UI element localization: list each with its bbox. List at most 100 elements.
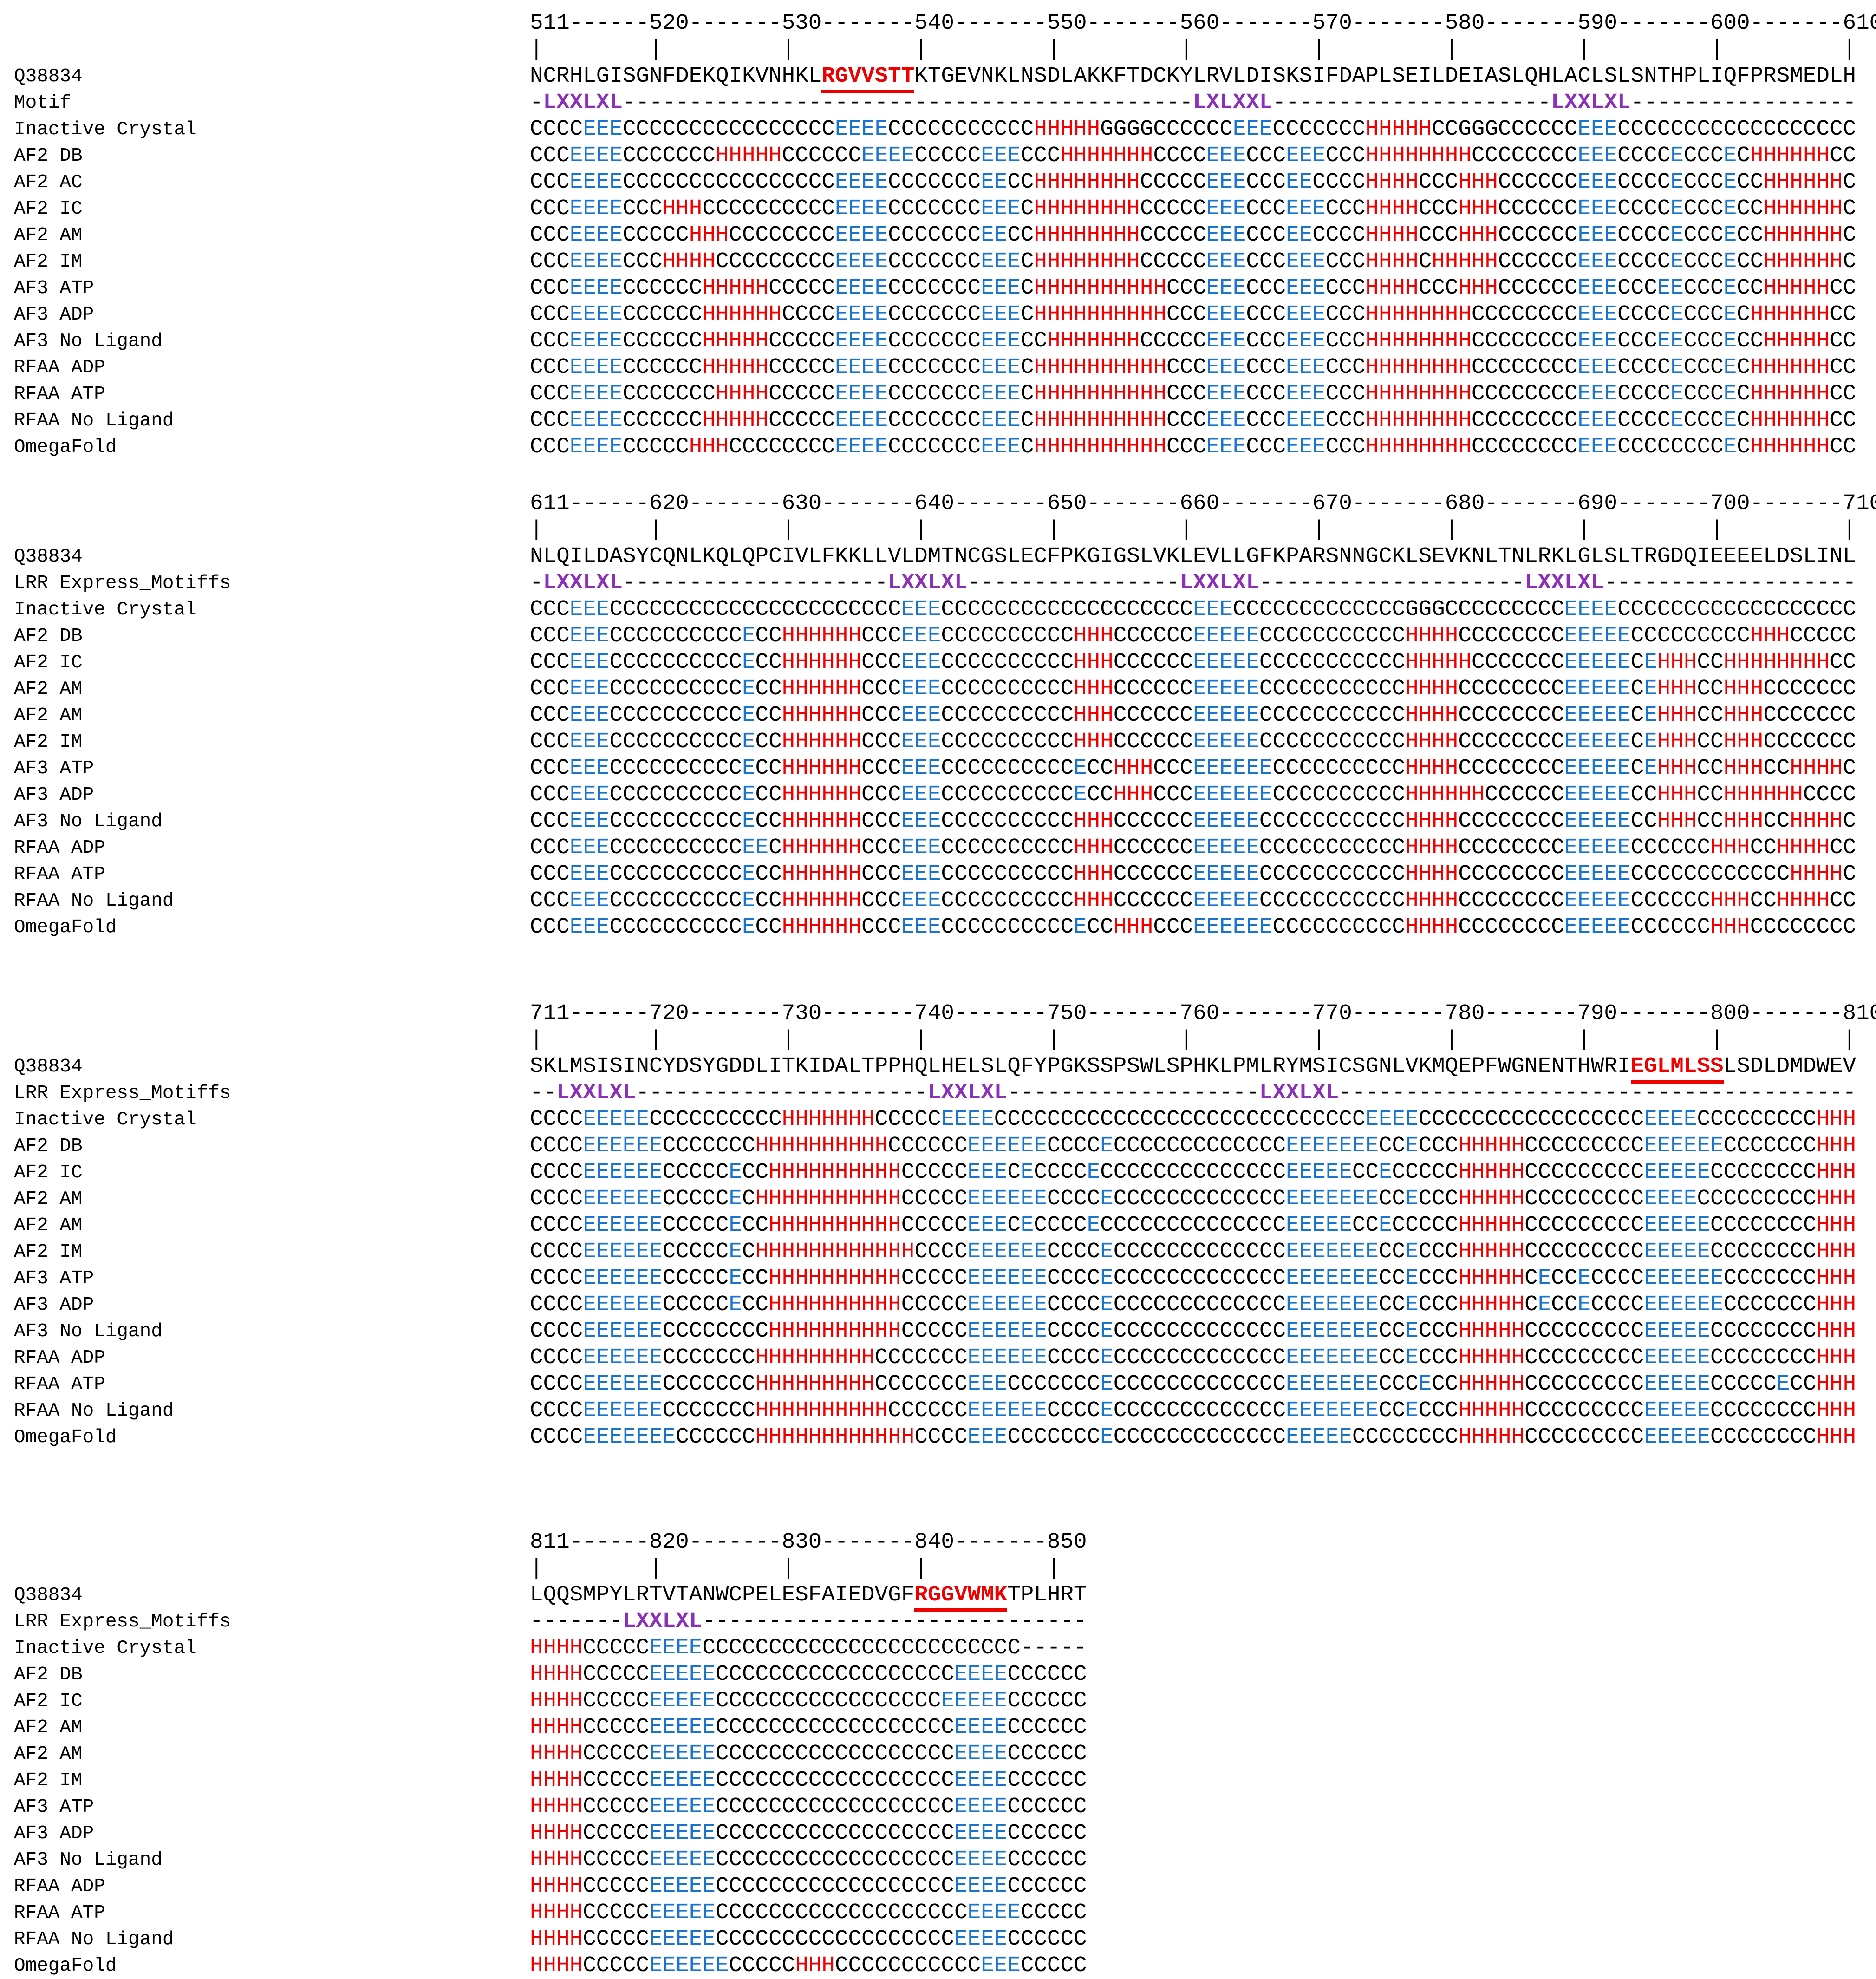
alignment-row: OmegaFold CCCEEECCCCCCCCCCECCHHHHHHCCCEEE… xyxy=(0,914,1876,941)
row-label: RFAA No Ligand xyxy=(14,890,174,912)
alignment-row: AF2 DB CCCEEECCCCCCCCCCECCHHHHHHCCCEEECCC… xyxy=(0,623,1876,649)
secondary-structure-row: HHHHCCCCCEEEEECCCCCCCCCCCCCCCCCCCEEEECCC… xyxy=(530,1900,1087,1925)
row-label: OmegaFold xyxy=(14,1955,117,1977)
secondary-structure-row: CCCEEEECCCHHHHCCCCCCCCCEEEECCCCCCCEEECHH… xyxy=(530,249,1856,274)
secondary-structure-row: HHHHCCCCCEEEEECCCCCCCCCCCCCCCCCCEEEECCCC… xyxy=(530,1847,1087,1872)
secondary-structure-row: CCCCEEEEEECCCCCCCHHHHHHHHHCCCCCCCEEECCCC… xyxy=(530,1372,1856,1397)
ruler-row: 711------720-------730-------740-------7… xyxy=(530,1001,1876,1026)
alignment-block-611-710: 611------620-------630-------640-------6… xyxy=(0,490,1876,941)
secondary-structure-row: CCCEEECCCCCCCCCCECCHHHHHHCCCEEECCCCCCCCC… xyxy=(530,782,1856,807)
alignment-row: AF3 No Ligand CCCCEEEEEECCCCCCCCHHHHHHHHH… xyxy=(0,1318,1876,1345)
alignment-row: AF3 ATP CCCEEECCCCCCCCCCECCHHHHHHCCCEEECC… xyxy=(0,755,1876,782)
motif-segment: LXXLXL xyxy=(1551,90,1631,115)
alignment-row: RFAA ADP HHHHCCCCCEEEEECCCCCCCCCCCCCCCCCC… xyxy=(0,1873,1876,1900)
row-label: LRR Express_Motiffs xyxy=(14,573,231,594)
alignment-row: AF3 ADP CCCEEEECCCCCCHHHHHHCCCCEEEECCCCCC… xyxy=(0,301,1876,328)
row-label: AF2 AM xyxy=(14,1189,83,1210)
secondary-structure-row: HHHHCCCCCEEEECCCCCCCCCCCCCCCCCCCCCCCC---… xyxy=(530,1635,1087,1660)
alignment-row: AF2 IC HHHHCCCCCEEEEECCCCCCCCCCCCCCCCCEEE… xyxy=(0,1688,1876,1714)
alignment-row: AF3 No Ligand HHHHCCCCCEEEEECCCCCCCCCCCCC… xyxy=(0,1847,1876,1873)
row-label: AF3 ADP xyxy=(14,1294,94,1316)
row-label: AF2 DB xyxy=(14,626,83,647)
secondary-structure-row: HHHHCCCCCEEEEEECCCCCHHHCCCCCCCCCCCEEECCC… xyxy=(530,1953,1087,1978)
row-label: LRR Express_Motiffs xyxy=(14,1611,231,1633)
alignment-row: AF2 IC CCCEEEECCCHHHCCCCCCCCCCEEEECCCCCCC… xyxy=(0,196,1876,222)
row-label: AF2 AM xyxy=(14,1744,83,1765)
row-label: RFAA ADP xyxy=(14,1876,105,1897)
secondary-structure-row: CCCEEEECCCCCCHHHHHCCCCCEEEECCCCCCCEEECHH… xyxy=(530,355,1856,380)
secondary-structure-row: CCCCEEEEEECCCCCECCHHHHHHHHHHCCCCCEEEEEEC… xyxy=(530,1266,1856,1291)
alignment-row: RFAA No Ligand CCCEEECCCCCCCCCCECCHHHHHHC… xyxy=(0,888,1876,914)
row-label: AF3 ADP xyxy=(14,304,94,326)
alignment-row: AF3 ATP CCCEEEECCCCCCHHHHHCCCCCEEEECCCCCC… xyxy=(0,275,1876,301)
alignment-row: RFAA ADP CCCCEEEEEECCCCCCCHHHHHHHHHCCCCCC… xyxy=(0,1345,1876,1371)
alignment-row: Q38834 SKLMSISINCYDSYGDDLITKIDALTPPHQLHEL… xyxy=(0,1053,1876,1084)
row-label: AF2 IM xyxy=(14,1770,83,1791)
row-label: AF3 ATP xyxy=(14,758,94,779)
motif-row: -------LXXLXL---------------------------… xyxy=(530,1609,1087,1634)
secondary-structure-row: CCCEEEECCCHHHCCCCCCCCCCEEEECCCCCCCEEECHH… xyxy=(530,196,1856,221)
alignment-row: RFAA ATP CCCEEECCCCCCCCCCECCHHHHHHCCCEEEC… xyxy=(0,861,1876,888)
motif-segment: LXXLXL xyxy=(543,90,623,115)
alignment-row: RFAA No Ligand CCCEEEECCCCCCHHHHHCCCCCEEE… xyxy=(0,407,1876,434)
secondary-structure-row: CCCEEECCCCCCCCCCECCHHHHHHCCCEEECCCCCCCCC… xyxy=(530,623,1856,648)
secondary-structure-row: HHHHCCCCCEEEEECCCCCCCCCCCCCCCCCCEEEECCCC… xyxy=(530,1874,1087,1899)
alignment-row: Inactive Crystal HHHHCCCCCEEEECCCCCCCCCCC… xyxy=(0,1635,1876,1661)
alignment-row: AF2 AM HHHHCCCCCEEEEECCCCCCCCCCCCCCCCCCEE… xyxy=(0,1714,1876,1741)
row-label: AF2 AM xyxy=(14,1215,83,1236)
alignment-row: AF2 AM CCCEEECCCCCCCCCCECCHHHHHHCCCEEECCC… xyxy=(0,702,1876,729)
secondary-structure-row: CCCEEECCCCCCCCCCECCHHHHHHCCCEEECCCCCCCCC… xyxy=(530,729,1856,754)
alignment-row: AF3 ATP CCCCEEEEEECCCCCECCHHHHHHHHHHCCCCC… xyxy=(0,1265,1876,1292)
row-label: AF2 AM xyxy=(14,225,83,246)
alignment-row: AF2 IM CCCEEECCCCCCCCCCECCHHHHHHCCCEEECCC… xyxy=(0,729,1876,755)
secondary-structure-row: CCCEEECCCCCCCCCCECCHHHHHHCCCEEECCCCCCCCC… xyxy=(530,756,1856,781)
secondary-structure-row: CCCEEEECCCCCCHHHHHCCCCCEEEECCCCCCCEEECHH… xyxy=(530,408,1856,433)
row-label: AF3 ADP xyxy=(14,1823,94,1844)
secondary-structure-row: CCCEEEECCCCCCHHHHHCCCCCEEEECCCCCCCEEECCH… xyxy=(530,328,1856,353)
secondary-structure-row: HHHHCCCCCEEEEECCCCCCCCCCCCCCCCCCEEEECCCC… xyxy=(530,1662,1087,1687)
alignment-row: Motif -LXXLXL----------------------------… xyxy=(0,90,1876,116)
alignment-row: AF3 No Ligand CCCEEECCCCCCCCCCECCHHHHHHCC… xyxy=(0,808,1876,835)
ruler-line: 611------620-------630-------640-------6… xyxy=(0,490,1876,517)
alignment-row: AF2 IC CCCCEEEEEECCCCCECCHHHHHHHHHHCCCCCE… xyxy=(0,1159,1876,1186)
row-label: AF2 AM xyxy=(14,679,83,700)
secondary-structure-row: CCCEEEECCCCCCHHHHHCCCCCEEEECCCCCCCEEECHH… xyxy=(530,275,1856,300)
secondary-structure-row: CCCCEEEEEECCCCCECCHHHHHHHHHHCCCCCEEEEEEC… xyxy=(530,1292,1856,1317)
row-label: Inactive Crystal xyxy=(14,1109,197,1130)
alignment-row: LRR Express_Motiffs -LXXLXL--------------… xyxy=(0,570,1876,596)
motif-segment: LXXLXL xyxy=(1179,570,1259,595)
secondary-structure-row: CCCCEEEEEECCCCCECHHHHHHHHHHHHCCCCEEEEEEC… xyxy=(530,1239,1856,1264)
row-label: LRR Express_Motiffs xyxy=(14,1083,231,1104)
tick-line: | | | | | | | | | | | xyxy=(0,37,1876,63)
row-label: RFAA ATP xyxy=(14,864,105,885)
alignment-row: AF2 AM CCCCEEEEEECCCCCECHHHHHHHHHHHCCCCCE… xyxy=(0,1186,1876,1212)
secondary-structure-row: HHHHCCCCCEEEEECCCCCCCCCCCCCCCCCCEEEECCCC… xyxy=(530,1768,1087,1793)
secondary-structure-row: CCCCEEEEEECCCCCCCHHHHHHHHHCCCCCCCEEEEEEC… xyxy=(530,1345,1856,1370)
ruler-line: 811------820-------830-------840-------8… xyxy=(0,1529,1876,1555)
row-label: RFAA ADP xyxy=(14,837,105,859)
secondary-structure-row: CCCEEECCCCCCCCCCECCHHHHHHCCCEEECCCCCCCCC… xyxy=(530,676,1856,701)
row-label: RFAA ADP xyxy=(14,357,105,379)
row-label: Q38834 xyxy=(14,1056,83,1078)
ruler-row: 611------620-------630-------640-------6… xyxy=(530,491,1876,516)
motif-segment: LXXLXL xyxy=(1259,1080,1339,1105)
secondary-structure-row: CCCEEEECCCCCCCCCCCCCCCCEEEECCCCCCCEECCHH… xyxy=(530,170,1856,195)
alignment-row: Q38834 LQQSMPYLRTVTANWCPELESFAIEDVGFRGGVW… xyxy=(0,1582,1876,1612)
row-label: RFAA ATP xyxy=(14,1902,105,1924)
sequence-row: NCRHLGISGNFDEKQIKVNHKLRGVVSTTKTGEVNKLNSD… xyxy=(530,63,1856,93)
row-label: AF2 IM xyxy=(14,251,83,273)
row-label: Inactive Crystal xyxy=(14,119,197,140)
alignment-block-811-850: 811------820-------830-------840-------8… xyxy=(0,1529,1876,1979)
alignment-row: AF2 AM CCCCEEEEEECCCCCECCHHHHHHHHHHCCCCCE… xyxy=(0,1212,1876,1239)
ruler-line: 511------520-------530-------540-------5… xyxy=(0,10,1876,37)
row-label: RFAA No Ligand xyxy=(14,1929,174,1950)
row-label: AF3 ATP xyxy=(14,278,94,299)
secondary-structure-row: CCCCEEEEEEECCCCCCHHHHHHHHHHHHCCCCEEECCCC… xyxy=(530,1424,1856,1450)
alignment-row: LRR Express_Motiffs -------LXXLXL--------… xyxy=(0,1608,1876,1635)
secondary-structure-row: CCCEEECCCCCCCCCCECCHHHHHHCCCEEECCCCCCCCC… xyxy=(530,650,1856,675)
row-label: AF2 IM xyxy=(14,732,83,753)
row-label: OmegaFold xyxy=(14,917,117,938)
alignment-row: AF2 AM CCCEEECCCCCCCCCCECCHHHHHHCCCEEECCC… xyxy=(0,676,1876,702)
secondary-structure-row: CCCEEEECCCCCCCHHHHHCCCCCCEEEECCCCCEEECCC… xyxy=(530,143,1856,168)
row-label: Q38834 xyxy=(14,66,83,87)
